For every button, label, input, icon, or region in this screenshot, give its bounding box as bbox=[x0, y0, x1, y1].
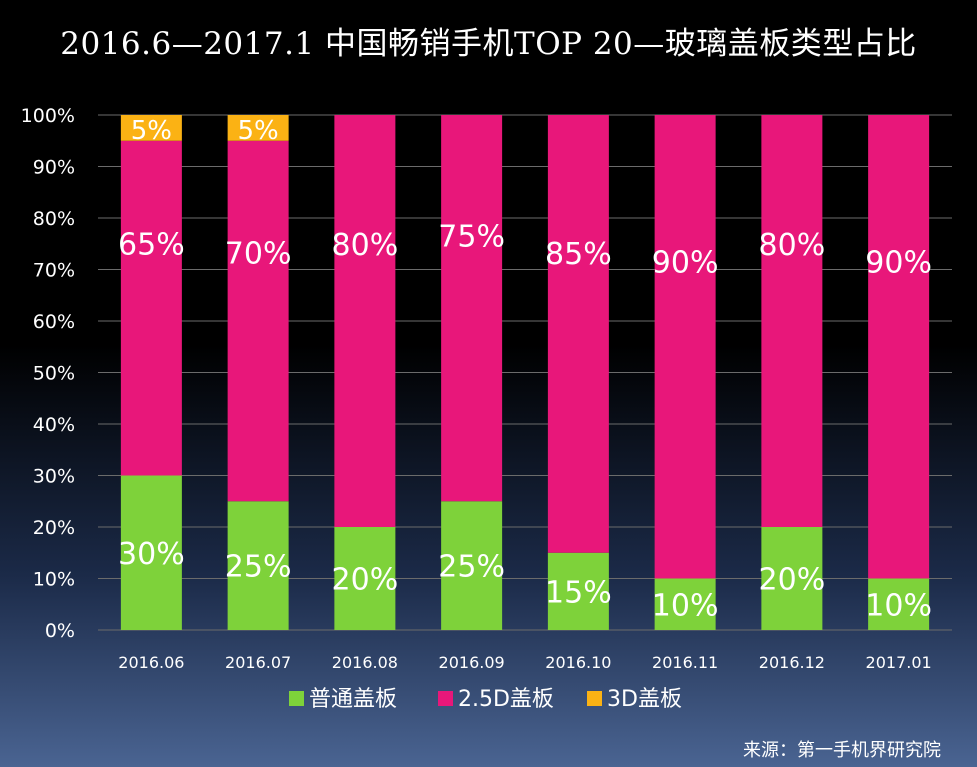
data-label: 25% bbox=[438, 550, 505, 585]
data-label: 85% bbox=[545, 237, 612, 272]
bar-segment bbox=[227, 115, 289, 141]
bar-segment bbox=[868, 115, 930, 579]
bar-segment bbox=[654, 115, 716, 579]
y-tick-label: 100% bbox=[21, 105, 75, 127]
bar-segment bbox=[441, 501, 503, 630]
y-tick-label: 70% bbox=[33, 260, 75, 282]
data-label: 90% bbox=[652, 246, 719, 281]
bar-segment bbox=[868, 578, 930, 630]
bar-segment bbox=[227, 140, 289, 502]
source-note: 来源：第一手机界研究院 bbox=[743, 740, 941, 761]
y-tick-label: 30% bbox=[33, 466, 75, 488]
data-label: 20% bbox=[759, 563, 826, 598]
x-tick-label: 2016.07 bbox=[225, 653, 291, 672]
y-tick-label: 40% bbox=[33, 414, 75, 436]
bar-segment bbox=[761, 527, 823, 630]
y-tick-label: 10% bbox=[33, 569, 75, 591]
bar-segment bbox=[334, 115, 396, 527]
data-label: 75% bbox=[438, 219, 505, 254]
data-label: 80% bbox=[332, 228, 399, 263]
x-tick-label: 2016.09 bbox=[439, 653, 505, 672]
bar-segment bbox=[547, 115, 609, 553]
bar-segment bbox=[654, 578, 716, 630]
legend-swatch bbox=[587, 691, 602, 706]
data-label: 80% bbox=[759, 228, 826, 263]
data-label: 15% bbox=[545, 575, 612, 610]
data-label: 10% bbox=[865, 588, 932, 623]
data-label: 70% bbox=[225, 236, 292, 271]
bar-segment bbox=[761, 115, 823, 527]
bar-segment bbox=[120, 115, 182, 141]
x-tick-label: 2016.12 bbox=[759, 653, 825, 672]
x-tick-label: 2017.01 bbox=[866, 653, 932, 672]
x-tick-label: 2016.08 bbox=[332, 653, 398, 672]
legend-swatch bbox=[438, 691, 453, 706]
y-tick-label: 90% bbox=[33, 157, 75, 179]
data-label: 65% bbox=[118, 228, 185, 263]
y-tick-label: 20% bbox=[33, 517, 75, 539]
legend-swatch bbox=[289, 691, 304, 706]
y-tick-label: 0% bbox=[45, 620, 75, 642]
chart-title: 2016.6—2017.1 中国畅销手机TOP 20—玻璃盖板类型占比 bbox=[60, 26, 917, 62]
legend-label: 2.5D盖板 bbox=[458, 687, 554, 712]
x-tick-label: 2016.11 bbox=[652, 653, 718, 672]
data-label: 90% bbox=[865, 246, 932, 281]
legend-label: 普通盖板 bbox=[309, 687, 397, 712]
bar-segment bbox=[441, 115, 503, 502]
y-tick-label: 50% bbox=[33, 363, 75, 385]
data-label: 10% bbox=[652, 588, 719, 623]
data-label: 5% bbox=[238, 116, 279, 146]
bar-segment bbox=[227, 501, 289, 630]
y-tick-label: 80% bbox=[33, 208, 75, 230]
data-label: 30% bbox=[118, 537, 185, 572]
data-label: 5% bbox=[131, 116, 172, 146]
x-tick-label: 2016.06 bbox=[118, 653, 184, 672]
y-tick-label: 60% bbox=[33, 311, 75, 333]
bar-segment bbox=[120, 475, 182, 630]
bar-segment bbox=[120, 140, 182, 476]
data-label: 25% bbox=[225, 550, 292, 585]
legend-label: 3D盖板 bbox=[607, 687, 682, 712]
bar-segment bbox=[334, 527, 396, 630]
bar-segment bbox=[547, 552, 609, 630]
data-label: 20% bbox=[332, 563, 399, 598]
x-tick-label: 2016.10 bbox=[545, 653, 611, 672]
